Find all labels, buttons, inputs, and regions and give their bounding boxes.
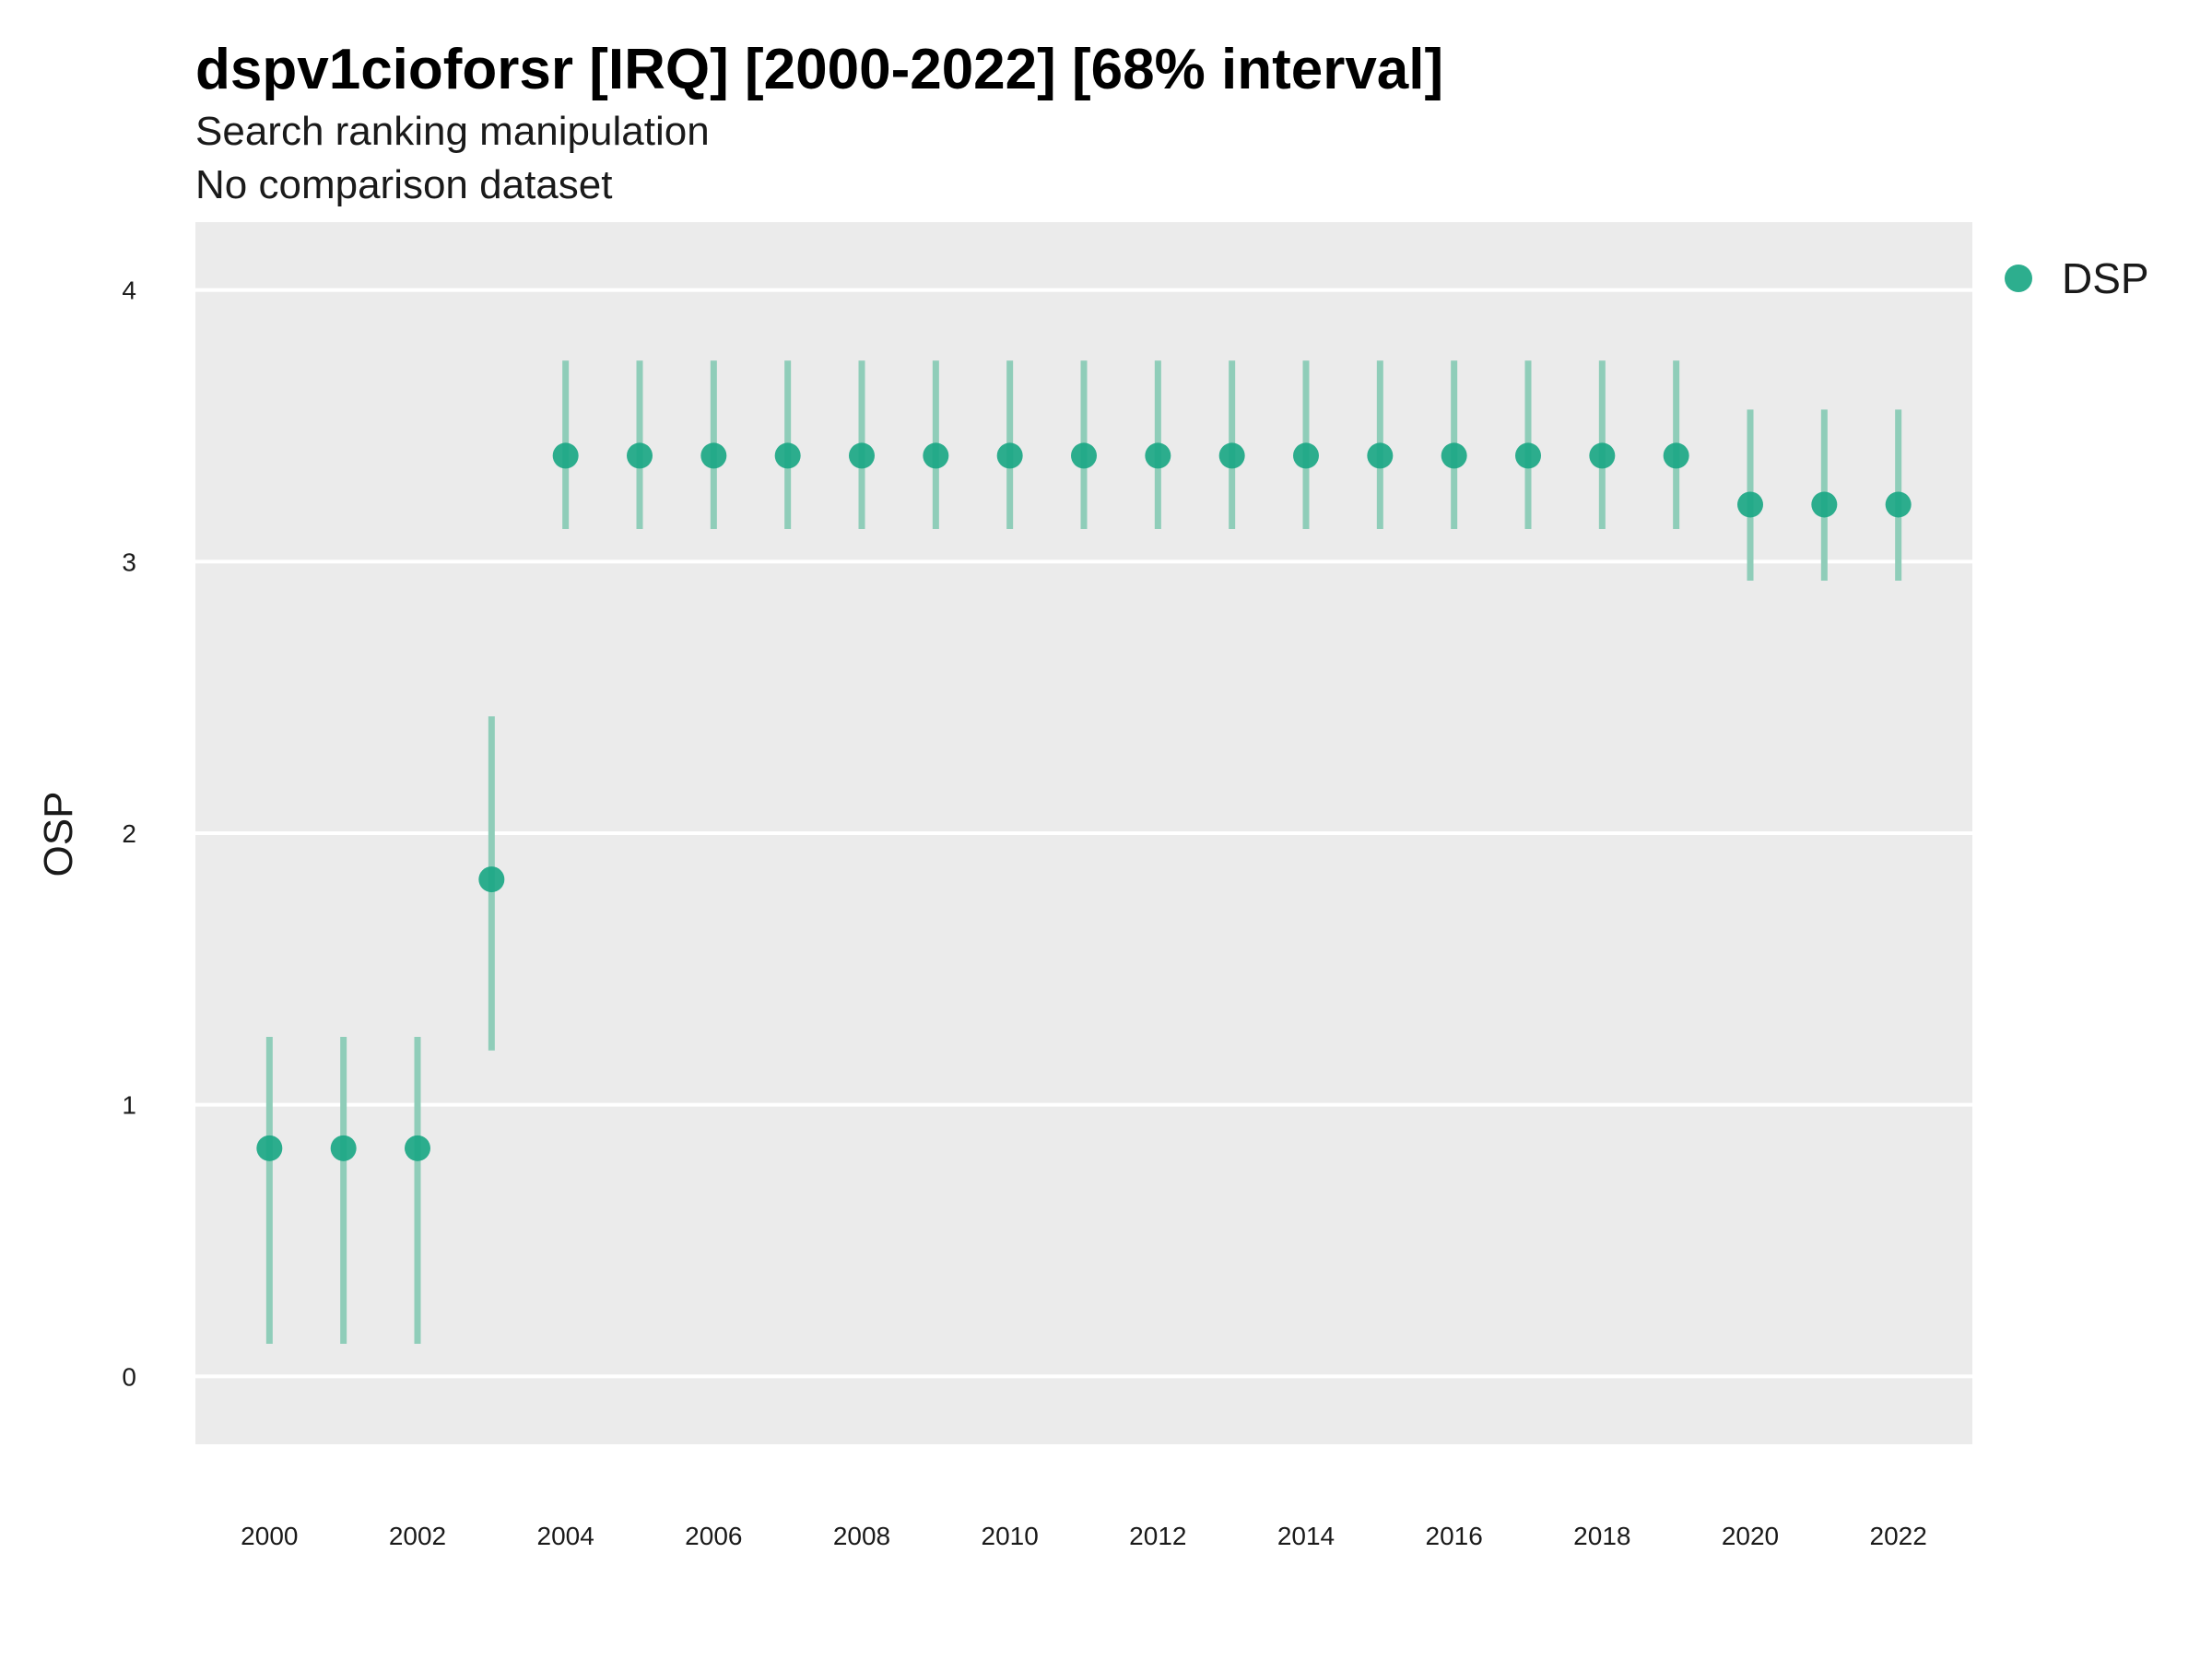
- y-axis-ticks: 0 1 2 3 4: [122, 276, 136, 1392]
- data-point: [1293, 442, 1319, 469]
- data-point: [1218, 442, 1245, 469]
- x-tick-label: 2010: [982, 1522, 1039, 1550]
- data-point: [700, 442, 727, 469]
- data-point: [627, 442, 653, 469]
- x-tick-label: 2018: [1573, 1522, 1630, 1550]
- data-point: [1441, 442, 1467, 469]
- legend: DSP: [2005, 254, 2149, 302]
- data-points: [256, 442, 1912, 1161]
- y-tick-label: 2: [122, 819, 136, 848]
- y-tick-label: 4: [122, 276, 136, 305]
- x-axis-ticks: 2000 2002 2004 2006 2008 2010 2012 2014 2016 2018…: [241, 1522, 1927, 1550]
- data-point: [1589, 442, 1616, 469]
- y-tick-label: 1: [122, 1091, 136, 1120]
- data-point: [1515, 442, 1541, 469]
- data-point: [1663, 442, 1689, 469]
- x-tick-label: 2020: [1722, 1522, 1779, 1550]
- x-tick-label: 2012: [1129, 1522, 1186, 1550]
- data-point: [996, 442, 1023, 469]
- chart-subtitle-secondary: No comparison dataset: [195, 162, 612, 207]
- data-point: [1811, 491, 1838, 518]
- x-tick-label: 2006: [685, 1522, 742, 1550]
- x-tick-label: 2016: [1426, 1522, 1483, 1550]
- y-axis-title: OSP: [36, 792, 81, 877]
- data-point: [478, 866, 505, 893]
- legend-key-dsp: [2005, 265, 2032, 292]
- legend-label-dsp: DSP: [2062, 254, 2149, 302]
- chart-subtitle: Search ranking manipulation: [195, 109, 710, 154]
- y-tick-label: 3: [122, 547, 136, 576]
- data-point: [1071, 442, 1097, 469]
- chart-title: dspv1cioforsr [IRQ] [2000-2022] [68% int…: [195, 38, 1443, 101]
- x-tick-label: 2000: [241, 1522, 298, 1550]
- data-point: [330, 1135, 357, 1161]
- x-tick-label: 2002: [389, 1522, 446, 1550]
- data-point: [1367, 442, 1394, 469]
- data-point: [1737, 491, 1763, 518]
- data-point: [405, 1135, 430, 1161]
- y-tick-label: 0: [122, 1362, 136, 1391]
- data-point: [923, 442, 949, 469]
- data-point: [1145, 442, 1171, 469]
- data-point: [1885, 491, 1912, 518]
- data-point: [774, 442, 801, 469]
- x-tick-label: 2004: [537, 1522, 594, 1550]
- data-point: [552, 442, 579, 469]
- data-point: [256, 1135, 283, 1161]
- x-tick-label: 2008: [833, 1522, 890, 1550]
- data-point: [849, 442, 875, 469]
- x-tick-label: 2014: [1277, 1522, 1335, 1550]
- x-tick-label: 2022: [1870, 1522, 1927, 1550]
